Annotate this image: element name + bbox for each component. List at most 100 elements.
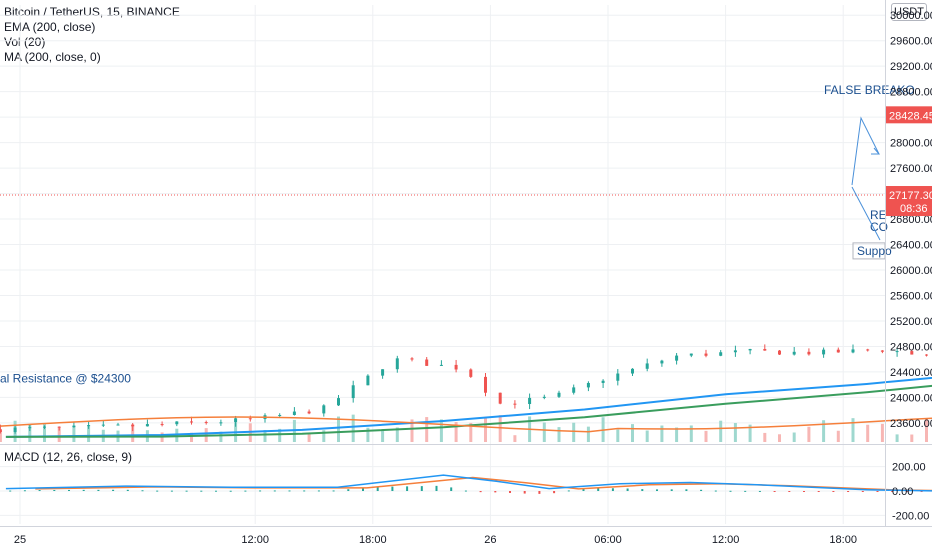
candle-body (498, 392, 502, 404)
macd-histogram-bar (891, 491, 894, 492)
macd-histogram-bar (553, 491, 556, 494)
candle-body (836, 349, 840, 353)
candle-body (0, 429, 2, 432)
volume-bar (778, 434, 781, 442)
candle-body (454, 364, 458, 370)
volume-bar (219, 431, 223, 442)
price-tick-label: 28000.00 (890, 138, 932, 150)
macd-histogram-bar (185, 490, 188, 492)
price-tick-label: 26000.00 (890, 265, 932, 277)
macd-histogram-bar (53, 489, 56, 491)
candle-body (190, 421, 193, 423)
macd-histogram-bar (700, 489, 703, 491)
time-tick-label: 18:00 (359, 534, 387, 546)
candle-body (910, 351, 914, 355)
macd-histogram-bar (244, 490, 247, 492)
macd-line (5, 474, 932, 492)
volume-bar (557, 427, 561, 442)
candle-body (234, 418, 238, 423)
candle-body (337, 398, 340, 406)
candle-body (586, 382, 590, 388)
candle-body (513, 403, 517, 405)
volume-bar (0, 431, 2, 442)
volume-bar (410, 419, 414, 442)
macd-histogram-bar (817, 491, 820, 492)
macd-tick-label: -200.00 (892, 510, 929, 522)
candle-body (145, 424, 149, 427)
macd-histogram-bar (273, 490, 276, 492)
volume-bar (366, 427, 370, 442)
price-tick-label: 26800.00 (890, 214, 932, 226)
volume-bar (87, 425, 91, 442)
time-tick-label: 12:00 (712, 534, 740, 546)
legend-macd[interactable]: MACD (12, 26, close, 9) (4, 450, 133, 464)
candle-body (307, 411, 311, 414)
price-tick-label: 30000.00 (890, 10, 932, 22)
legend-ma[interactable]: MA (200, close, 0) (4, 50, 101, 64)
candle-body (28, 427, 32, 429)
last-price-tag-label: 27177.30 (889, 190, 932, 202)
candle-body (616, 373, 620, 381)
candle-body (87, 425, 91, 427)
volume-bar (57, 427, 61, 442)
candle-body (366, 375, 370, 386)
volume-bar (675, 427, 679, 442)
candle-body (469, 369, 473, 377)
volume-bar (616, 429, 620, 442)
macd-histogram-bar (200, 490, 203, 492)
macd-histogram-bar (82, 489, 85, 491)
false-breakout-arrow (851, 116, 880, 186)
legend-vol[interactable]: Vol (20) (4, 35, 46, 49)
price-tick-label: 28800.00 (890, 87, 932, 99)
volume-bar (542, 422, 546, 442)
candle-body (72, 425, 76, 428)
macd-histogram-bar (170, 490, 173, 492)
macd-histogram-bar (611, 488, 614, 491)
candle-body (807, 351, 811, 355)
volume-bar (72, 426, 76, 442)
candle-body (292, 411, 296, 415)
volume-bar (469, 422, 473, 442)
volume-bar (807, 426, 811, 442)
volume-ma-line (0, 416, 932, 433)
macd-histogram-bar (714, 490, 717, 492)
candle-body (528, 397, 532, 405)
volume-bar (131, 425, 135, 442)
last-price-tag (886, 186, 932, 217)
volume-bar (631, 424, 634, 442)
candle-body (675, 355, 679, 361)
macd-histogram-bar (450, 487, 453, 491)
macd-histogram-bar (317, 490, 320, 492)
macd-histogram-bar (288, 490, 291, 492)
macd-tick-label: 200.00 (892, 462, 926, 474)
macd-histogram-bar (876, 491, 879, 492)
candle-body (572, 387, 576, 393)
price-tick-label: 24400.00 (890, 367, 932, 379)
high-price-tag (886, 106, 932, 124)
volume-bar (645, 430, 649, 442)
retest-arrow (851, 186, 881, 241)
candle-body (219, 422, 223, 424)
volume-bar (395, 427, 399, 442)
volume-bar (880, 423, 884, 442)
volume-bar (733, 423, 737, 442)
macd-histogram-bar (597, 488, 600, 491)
macd-histogram-bar (729, 490, 732, 492)
macd-histogram-bar (626, 488, 629, 491)
macd-histogram-bar (362, 487, 364, 491)
price-tick-label: 24000.00 (890, 392, 932, 404)
price-unit-button[interactable]: USDT (891, 3, 927, 21)
volume-bar (910, 434, 914, 442)
candle-body (322, 405, 326, 414)
macd-histogram-bar (494, 491, 497, 493)
candle-body (778, 350, 781, 355)
time-tick-label: 12:00 (241, 534, 269, 546)
chart-drawings[interactable]: al Resistance @ $24300 Suppo FALSE BREAKO R… (0, 83, 932, 385)
legend-ema[interactable]: EMA (200, close) (4, 20, 96, 34)
price-tick-label: 25600.00 (890, 290, 932, 302)
macd-histogram-bar (464, 490, 467, 492)
volume-bar (498, 415, 502, 442)
macd-histogram-bar (567, 490, 570, 492)
macd-histogram-bar (126, 489, 129, 491)
